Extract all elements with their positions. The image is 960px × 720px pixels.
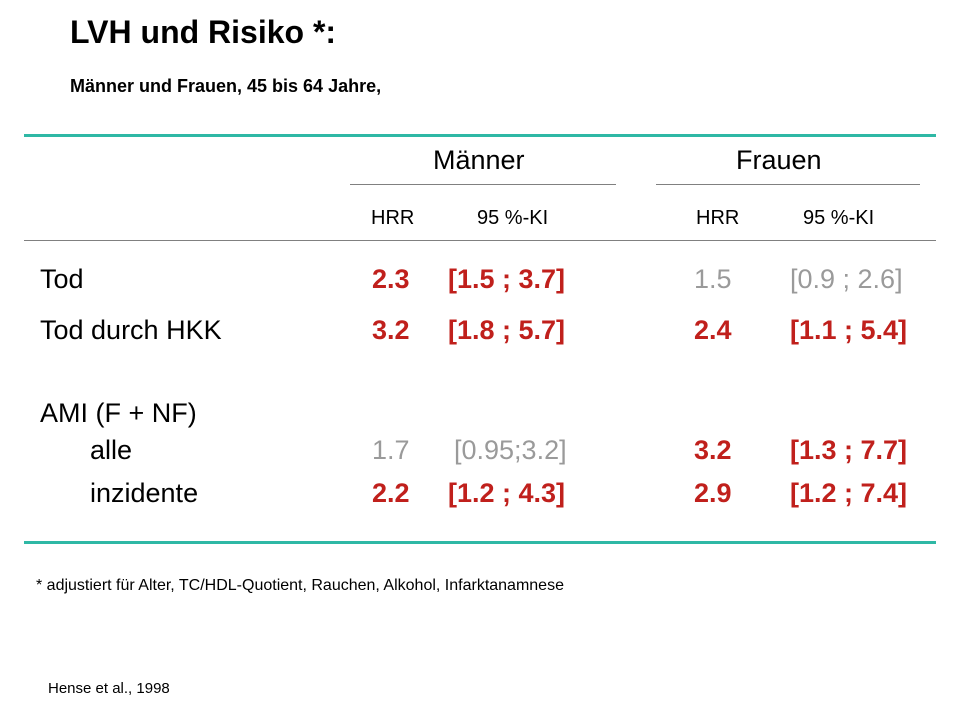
row-label-alle: alle [90, 435, 133, 465]
cell-hkk-maenner-ci: [1.8 ; 5.7] [448, 315, 566, 345]
cell-tod-frauen-hrr: 1.5 [694, 264, 732, 294]
cell-alle-frauen-ci: [1.3 ; 7.7] [790, 435, 908, 465]
cell-hkk-frauen-ci: [1.1 ; 5.4] [790, 315, 908, 345]
table-top-rule [24, 134, 936, 137]
group-header-frauen: Frauen [736, 145, 822, 175]
cell-alle-maenner-hrr: 1.7 [372, 435, 410, 465]
cell-hkk-maenner-hrr: 3.2 [372, 315, 410, 345]
cell-tod-maenner-hrr: 2.3 [372, 264, 410, 294]
col-header-frauen-ci: 95 %-KI [803, 207, 875, 229]
cell-inzidente-frauen-hrr: 2.9 [694, 478, 732, 508]
source-citation: Hense et al., 1998 [48, 680, 170, 697]
row-label-ami: AMI (F + NF) [40, 398, 197, 428]
col-header-frauen-hrr: HRR [696, 207, 740, 229]
page-title: LVH und Risiko *: [70, 14, 337, 50]
row-label-inzidente: inzidente [90, 478, 199, 508]
page-subtitle: Männer und Frauen, 45 bis 64 Jahre, [70, 76, 382, 96]
header-divider [24, 240, 936, 241]
row-label-tod-durch-hkk: Tod durch HKK [40, 315, 222, 345]
group-underline-maenner [350, 184, 616, 185]
group-header-maenner: Männer [433, 145, 525, 175]
cell-tod-frauen-ci: [0.9 ; 2.6] [790, 264, 903, 294]
table-bottom-rule [24, 541, 936, 544]
footnote: * adjustiert für Alter, TC/HDL-Quotient,… [36, 577, 564, 594]
cell-inzidente-frauen-ci: [1.2 ; 7.4] [790, 478, 908, 508]
cell-alle-maenner-ci: [0.95;3.2] [454, 435, 567, 465]
cell-hkk-frauen-hrr: 2.4 [694, 315, 732, 345]
cell-tod-maenner-ci: [1.5 ; 3.7] [448, 264, 566, 294]
row-label-tod: Tod [40, 264, 84, 294]
col-header-maenner-hrr: HRR [371, 207, 415, 229]
cell-alle-frauen-hrr: 3.2 [694, 435, 732, 465]
col-header-maenner-ci: 95 %-KI [477, 207, 549, 229]
cell-inzidente-maenner-hrr: 2.2 [372, 478, 410, 508]
cell-inzidente-maenner-ci: [1.2 ; 4.3] [448, 478, 566, 508]
group-underline-frauen [656, 184, 920, 185]
